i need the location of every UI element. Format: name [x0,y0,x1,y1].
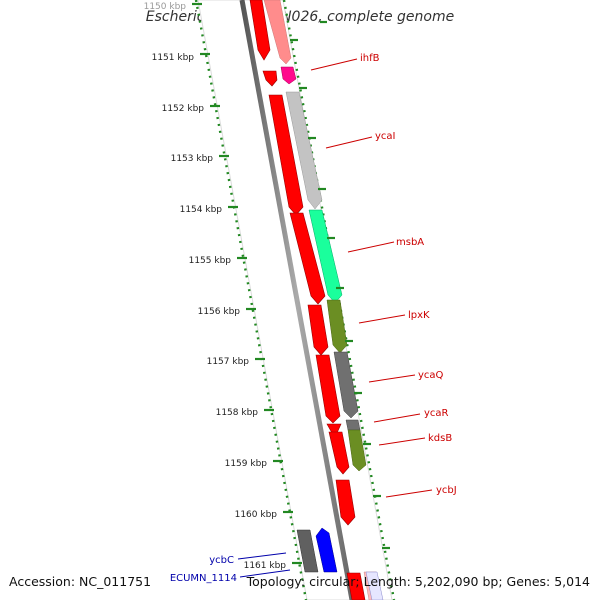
cds-track [249,0,366,600]
gene-block-ihfB-upstream [263,0,292,65]
gene-label-ycaR: ycaR [424,408,449,419]
gene-block-ECUMN_1114 [315,527,338,573]
gene-label-ycaI: ycaI [375,131,396,142]
reverse-track [296,527,384,600]
ruler-label: 1158 kbp [216,408,259,418]
label-leaders [310,58,433,498]
ruler-label: 1151 kbp [152,53,195,63]
gene-block-ihfB [280,66,297,85]
ruler-label: 1154 kbp [180,205,223,215]
gene-block-tail-rev [365,571,384,600]
ruler-label: 1152 kbp [162,104,205,114]
inner-ruler-ticks [290,20,390,550]
gene-label-ycbC: ycbC [209,555,234,566]
ruler-label: 1153 kbp [171,154,214,164]
cds-block [289,212,326,305]
gene-label-ihfB: ihfB [360,53,380,64]
ruler-ticks [192,2,302,565]
accession-text: Accession: NC_011751 [9,574,152,589]
ruler-label: 1156 kbp [198,307,241,317]
ruler-label: 1160 kbp [235,510,278,520]
cds-block [249,0,271,61]
gene-block-ycaR [345,419,361,431]
cds-block [346,572,366,600]
gene-block-kdsB [347,429,367,472]
cds-block [335,479,356,526]
ruler-label: 1155 kbp [189,256,232,266]
gene-label-msbA: msbA [396,237,424,248]
gene-label-ECUMN_1114: ECUMN_1114 [170,573,237,584]
gene-block-ycaI [285,91,323,210]
cds-block [262,70,278,87]
ruler-label: 1159 kbp [225,459,268,469]
gene-block-msbA [308,209,343,304]
backbone [239,0,355,600]
ruler-label: 1150 kbp [144,2,187,12]
gene-label-lpxK: lpxK [408,310,430,321]
cds-block [315,354,341,424]
gene-block-ycaQ [333,351,359,419]
gene-block-ycbC [296,529,319,573]
reverse-leaders [237,552,291,578]
gene-label-ycbJ: ycbJ [436,485,457,496]
ruler-label: 1161 kbp [244,561,287,571]
cds-block [328,431,350,475]
cds-block [268,94,304,216]
genome-summary-text: Topology: circular; Length: 5,202,090 bp… [246,574,590,589]
cds-block [307,304,329,356]
ruler-label: 1157 kbp [207,357,250,367]
gene-label-kdsB: kdsB [428,433,452,444]
gene-block-lpxK [326,299,348,354]
gene-label-ycaQ: ycaQ [418,370,444,381]
